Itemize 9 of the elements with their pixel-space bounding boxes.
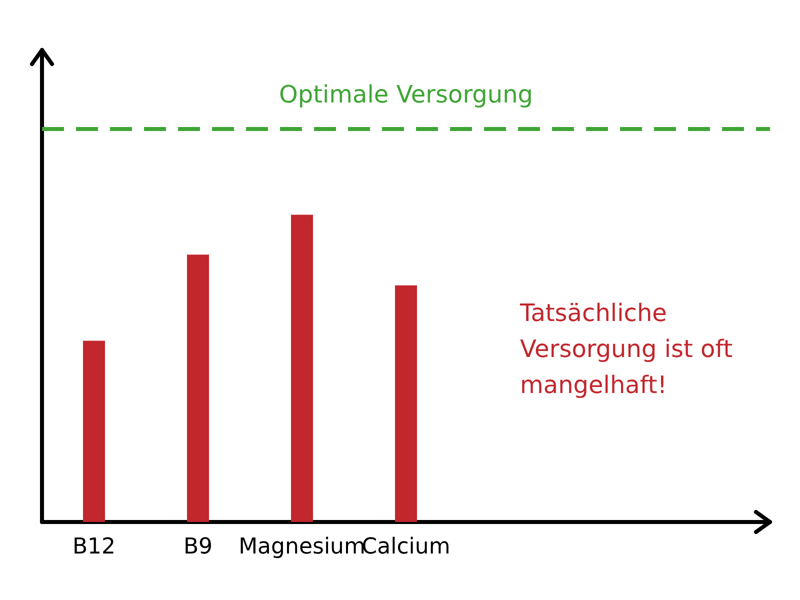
bar — [395, 285, 417, 522]
bar — [187, 254, 209, 522]
x-tick-label: B9 — [183, 534, 213, 560]
ref-line-label: Optimale Versorgung — [278, 80, 534, 109]
x-tick-label: Calcium — [362, 534, 450, 560]
bar — [291, 214, 313, 522]
text: Tatsächliche Versorgung ist oft mangelhaft! — [519, 299, 740, 399]
x-tick-label: B12 — [72, 534, 116, 560]
bar — [83, 340, 105, 522]
